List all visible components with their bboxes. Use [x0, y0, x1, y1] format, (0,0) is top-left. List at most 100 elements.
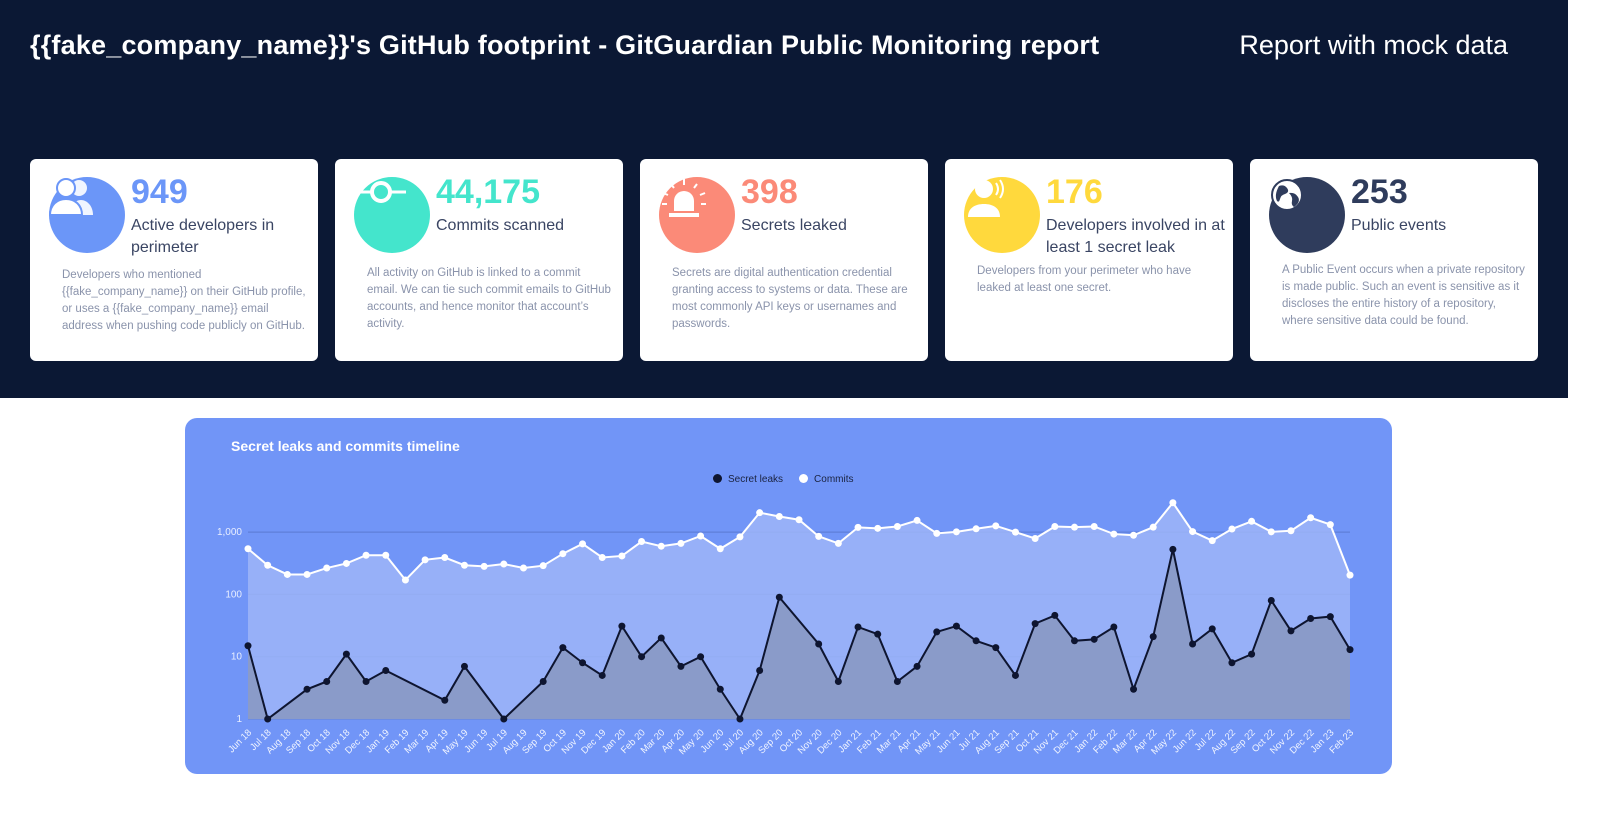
point-commits	[362, 551, 370, 559]
point-secret-leaks	[992, 644, 1000, 652]
point-commits	[441, 554, 449, 562]
y-tick-label: 10	[231, 652, 243, 663]
point-secret-leaks	[500, 715, 508, 723]
alarm-icon	[659, 177, 735, 253]
point-commits	[1051, 522, 1059, 530]
point-commits	[382, 551, 390, 559]
point-commits	[244, 545, 252, 553]
stat-card: 398 Secrets leaked Secrets are digital a…	[640, 159, 928, 361]
point-commits	[972, 525, 980, 533]
stat-label: Developers involved in at least 1 secret…	[1046, 217, 1225, 256]
point-commits	[677, 539, 685, 547]
point-commits	[697, 532, 705, 540]
stat-description: Developers from your perimeter who have …	[977, 265, 1192, 294]
point-commits	[1248, 517, 1256, 525]
point-commits	[1110, 530, 1118, 538]
point-commits	[342, 559, 350, 567]
point-commits	[1189, 528, 1197, 536]
chart-legend: Secret leaks Commits	[713, 474, 853, 485]
point-secret-leaks	[1248, 650, 1256, 658]
stat-card: 253 Public events A Public Event occurs …	[1250, 159, 1538, 361]
point-commits	[716, 545, 724, 553]
point-secret-leaks	[323, 677, 331, 685]
point-commits	[1149, 523, 1157, 531]
point-commits	[992, 522, 1000, 530]
point-secret-leaks	[677, 662, 685, 670]
point-commits	[1287, 527, 1295, 535]
point-commits	[893, 522, 901, 530]
report-subtitle: Report with mock data	[1239, 30, 1508, 60]
point-secret-leaks	[815, 640, 823, 648]
point-secret-leaks	[716, 685, 724, 693]
point-commits	[500, 560, 508, 568]
point-commits	[460, 561, 468, 569]
point-secret-leaks	[834, 677, 842, 685]
legend-commits[interactable]: Commits	[799, 474, 853, 485]
point-commits	[1307, 514, 1315, 522]
point-commits	[874, 524, 882, 532]
y-tick-label: 1	[236, 714, 242, 725]
stat-value: 253	[1351, 173, 1408, 211]
point-secret-leaks	[441, 696, 449, 704]
point-commits	[736, 533, 744, 541]
point-secret-leaks	[952, 622, 960, 630]
point-commits	[618, 552, 626, 560]
point-commits	[1346, 571, 1354, 579]
point-secret-leaks	[1031, 620, 1039, 628]
point-secret-leaks	[854, 623, 862, 631]
stat-card: 176 Developers involved in at least 1 se…	[945, 159, 1233, 361]
point-secret-leaks	[1326, 613, 1334, 621]
point-commits	[933, 529, 941, 537]
point-secret-leaks	[697, 653, 705, 661]
stat-value: 398	[741, 173, 798, 211]
point-secret-leaks	[1149, 633, 1157, 641]
point-commits	[1228, 525, 1236, 533]
point-commits	[756, 509, 764, 517]
point-secret-leaks	[1287, 627, 1295, 635]
globe-icon	[1269, 177, 1345, 253]
y-tick-label: 100	[225, 589, 242, 600]
point-commits	[1326, 521, 1334, 529]
stat-value: 949	[131, 173, 188, 211]
point-secret-leaks	[1110, 623, 1118, 631]
point-commits	[480, 562, 488, 570]
point-secret-leaks	[1208, 625, 1216, 633]
stat-description: Developers who mentioned {{fake_company_…	[62, 269, 306, 332]
point-commits	[815, 532, 823, 540]
point-secret-leaks	[1071, 637, 1078, 645]
point-secret-leaks	[913, 662, 921, 670]
point-secret-leaks	[638, 653, 646, 661]
point-commits	[638, 538, 646, 546]
point-secret-leaks	[893, 677, 901, 685]
point-commits	[421, 556, 429, 564]
point-secret-leaks	[933, 628, 941, 636]
point-secret-leaks	[362, 677, 370, 685]
point-secret-leaks	[460, 662, 468, 670]
point-commits	[1011, 528, 1019, 536]
stat-card: 949 Active developers in perimeter Devel…	[30, 159, 318, 361]
point-commits	[834, 539, 842, 547]
point-commits	[303, 570, 311, 578]
point-secret-leaks	[657, 634, 665, 642]
point-secret-leaks	[972, 637, 980, 645]
y-tick-label: 1,000	[217, 527, 242, 538]
point-commits	[283, 570, 291, 578]
point-secret-leaks	[618, 622, 626, 630]
point-commits	[1031, 534, 1039, 542]
point-secret-leaks	[1267, 596, 1275, 604]
users-icon	[49, 177, 125, 253]
point-secret-leaks	[303, 685, 311, 693]
point-secret-leaks	[539, 677, 547, 685]
legend-secret-leaks[interactable]: Secret leaks	[713, 474, 783, 485]
report-title: {{fake_company_name}}'s GitHub footprint…	[30, 30, 1100, 60]
point-commits	[1130, 531, 1138, 539]
stat-value: 176	[1046, 173, 1103, 211]
stat-label: Secrets leaked	[741, 217, 847, 234]
stat-card: 44,175 Commits scanned All activity on G…	[335, 159, 623, 361]
point-commits	[854, 523, 862, 531]
stat-description: A Public Event occurs when a private rep…	[1282, 264, 1525, 327]
stat-label: Public events	[1351, 217, 1447, 234]
point-secret-leaks	[736, 715, 744, 723]
point-commits	[401, 576, 409, 584]
